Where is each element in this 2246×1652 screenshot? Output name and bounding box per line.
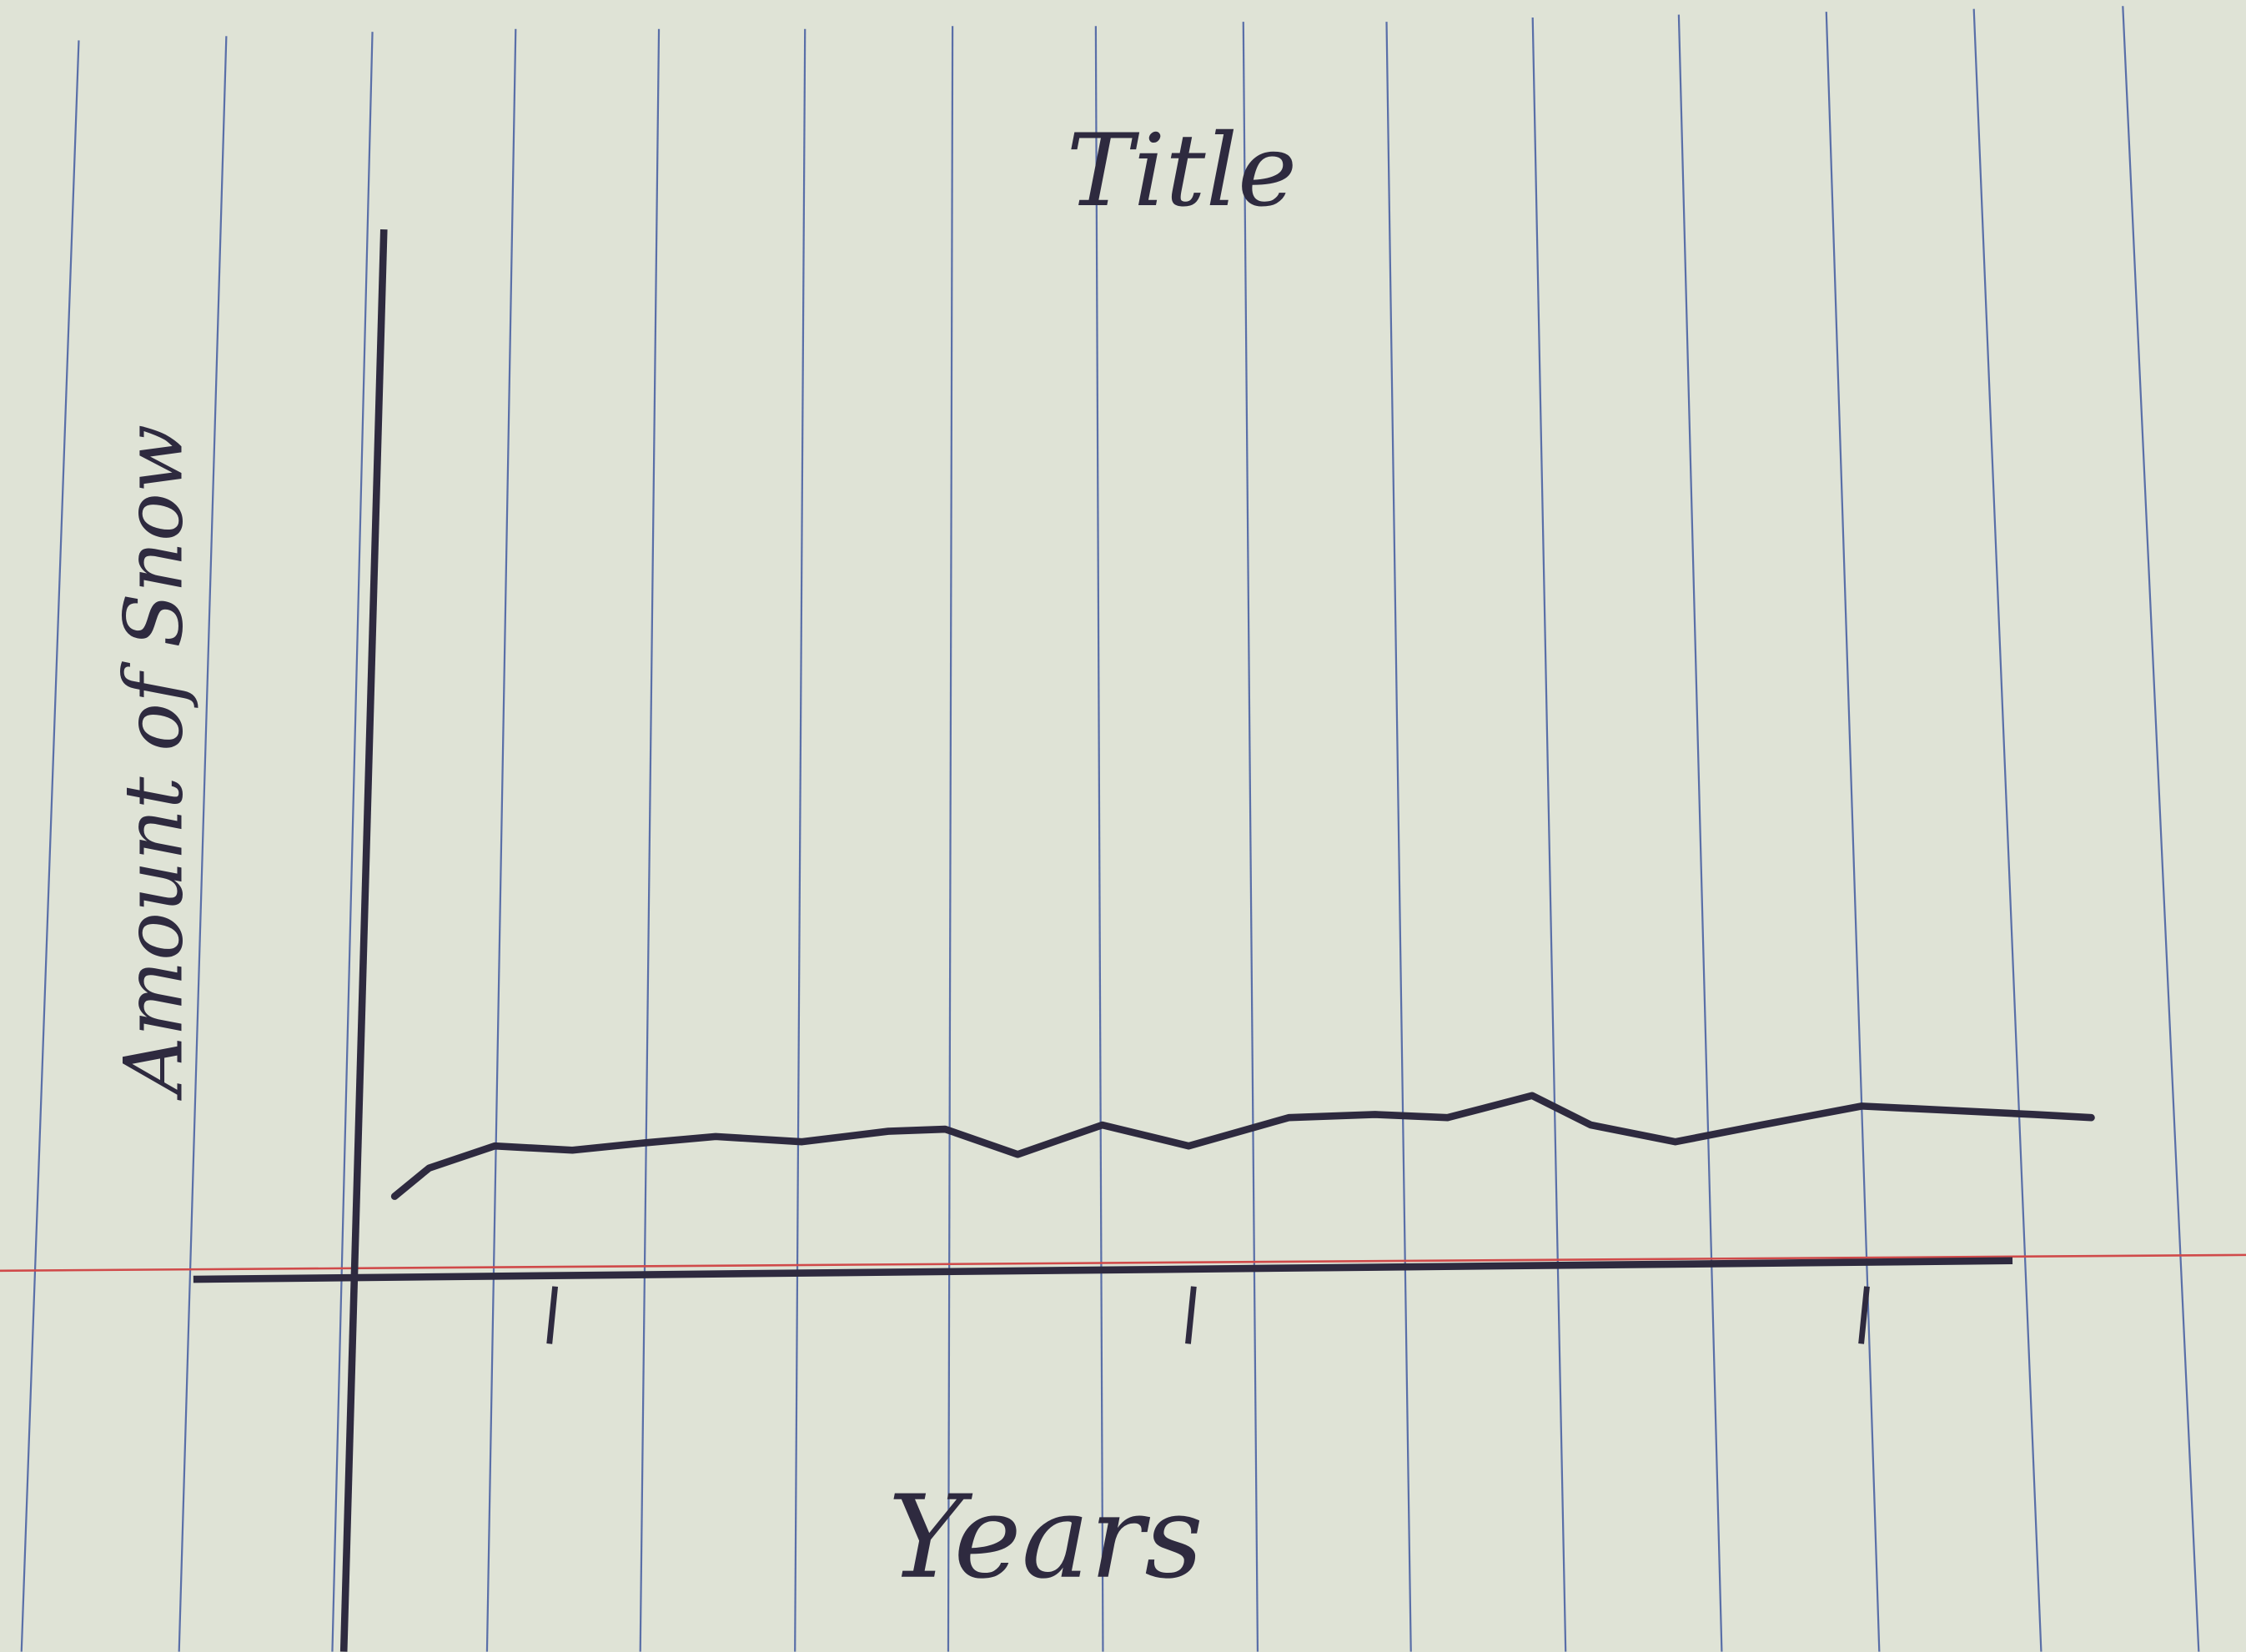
paper-rules [20, 6, 2200, 1652]
margin-line [0, 1253, 2246, 1273]
chart-title: Title [1067, 113, 1298, 229]
x-axis-label: Years [888, 1471, 1203, 1604]
x-tick [546, 1286, 559, 1344]
y-axis [339, 229, 388, 1652]
data-line [390, 1092, 2095, 1200]
x-axis [193, 1257, 2013, 1283]
x-tick [1185, 1286, 1197, 1344]
y-axis-label: Amount of Snow [107, 424, 200, 1102]
x-tick [1858, 1286, 1870, 1344]
